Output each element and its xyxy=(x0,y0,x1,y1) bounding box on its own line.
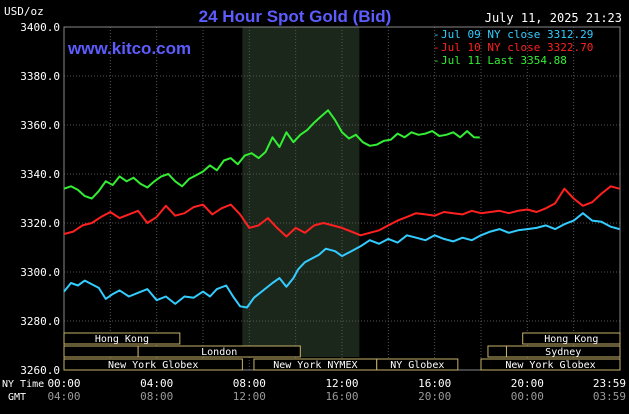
y-axis-label: USD/oz xyxy=(4,5,44,18)
axis-layer: 3400.0 3380.0 3360.0 3340.0 3320.0 3300.0 3280… xyxy=(20,21,626,403)
y-tick-label: 3340.0 xyxy=(20,168,60,181)
session-highlight-band xyxy=(242,27,360,357)
y-tick-label: 3280.0 xyxy=(20,315,60,328)
legend-swatch-jul10: - xyxy=(433,41,440,54)
session-bar xyxy=(522,332,621,345)
chart-timestamp: July 11, 2025 21:23 xyxy=(485,11,622,25)
session-bar xyxy=(63,358,243,371)
y-tick-label: 3400.0 xyxy=(20,21,60,34)
series-layer xyxy=(63,109,620,309)
x-tick-label-gmt: 20:00 xyxy=(418,390,451,403)
session-bar xyxy=(63,345,139,358)
x-tick-label-ny: 12:00 xyxy=(325,377,358,390)
x-tick-label-gmt: 12:00 xyxy=(233,390,266,403)
x-tick-label-ny: 20:00 xyxy=(511,377,544,390)
legend: Jul 09 NY close 3312.29 Jul 10 NY close … xyxy=(433,28,593,67)
session-bar xyxy=(376,358,459,371)
session-bar xyxy=(505,345,621,358)
x-tick-label-ny: 00:00 xyxy=(47,377,80,390)
session-band-layer xyxy=(242,27,360,357)
session-label: New York Globex xyxy=(505,360,595,371)
session-label: Sydney xyxy=(545,347,581,358)
x-tick-label-gmt: 03:59 xyxy=(593,390,626,403)
watermark-url: www.kitco.com xyxy=(67,39,191,58)
y-tick-label: 3360.0 xyxy=(20,119,60,132)
session-label: Hong Kong xyxy=(95,334,149,345)
x-tick-label-ny: 23:59 xyxy=(593,377,626,390)
x-tick-label-gmt: 16:00 xyxy=(325,390,358,403)
series-line-2 xyxy=(63,109,480,200)
legend-swatch-jul09: - xyxy=(433,28,440,41)
x-axis-row1-label: NY Time xyxy=(2,379,44,390)
series-line-0 xyxy=(63,212,620,309)
x-tick-label-ny: 16:00 xyxy=(418,377,451,390)
session-bar xyxy=(487,345,507,358)
legend-item-jul10: Jul 10 NY close 3322.70 xyxy=(441,41,593,54)
series-line-1 xyxy=(63,185,620,238)
session-label: New York Globex xyxy=(108,360,198,371)
chart-title: 24 Hour Spot Gold (Bid) xyxy=(199,7,392,26)
y-tick-label: 3380.0 xyxy=(20,70,60,83)
y-tick-label: 3300.0 xyxy=(20,266,60,279)
session-bar xyxy=(480,358,621,371)
session-bar xyxy=(63,332,181,345)
session-label: NY Globex xyxy=(390,360,444,371)
x-tick-label-ny: 04:00 xyxy=(140,377,173,390)
legend-item-jul09: Jul 09 NY close 3312.29 xyxy=(441,28,593,41)
x-tick-label-gmt: 08:00 xyxy=(140,390,173,403)
y-tick-label: 3260.0 xyxy=(20,364,60,377)
legend-item-jul11: Jul 11 Last 3354.88 xyxy=(441,54,567,67)
session-bar xyxy=(137,345,301,358)
legend-swatch-jul11: - xyxy=(433,54,440,67)
x-axis-row2-label: GMT xyxy=(8,392,26,403)
y-tick-label: 3320.0 xyxy=(20,217,60,230)
session-label: New York NYMEX xyxy=(273,360,357,371)
session-label: London xyxy=(201,347,237,358)
x-tick-label-ny: 08:00 xyxy=(233,377,266,390)
session-label: Hong Kong xyxy=(544,334,598,345)
x-tick-label-gmt: 00:00 xyxy=(511,390,544,403)
x-tick-label-gmt: 04:00 xyxy=(47,390,80,403)
